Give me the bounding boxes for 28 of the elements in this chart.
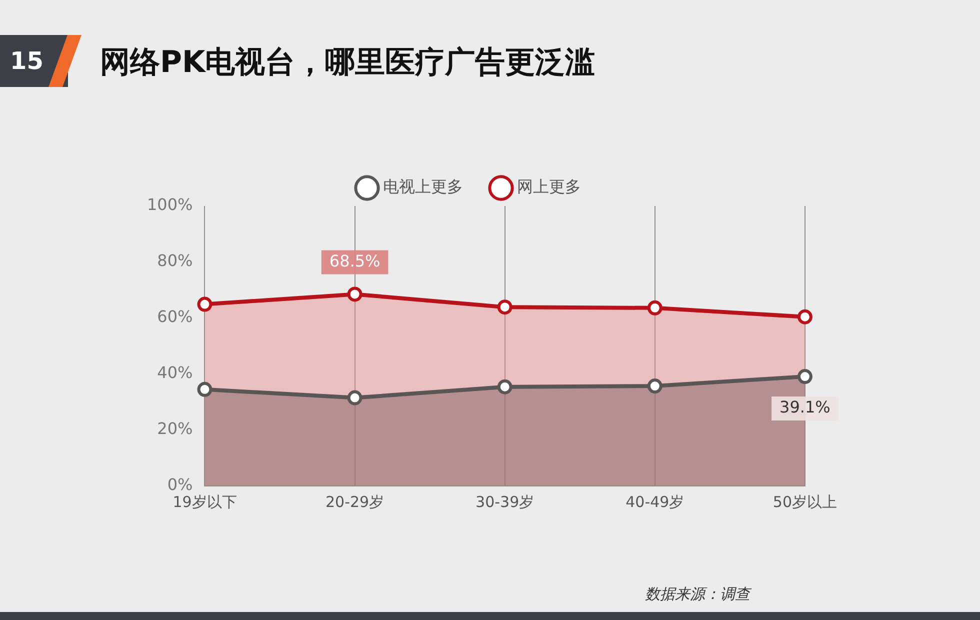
x-tick-label: 20-29岁 (326, 492, 384, 511)
point (797, 309, 812, 324)
point (797, 369, 812, 384)
data-label: 39.1% (780, 398, 830, 417)
y-tick-label: 20% (157, 419, 193, 438)
x-tick-label: 40-49岁 (626, 492, 684, 511)
x-tick-label: 19岁以下 (172, 492, 237, 511)
legend-label: 电视上更多 (383, 177, 463, 196)
x-tick-label: 30-39岁 (476, 492, 534, 511)
y-tick-label: 80% (157, 251, 193, 270)
point (647, 300, 662, 316)
point (197, 382, 212, 397)
text: 15 (0, 35, 68, 87)
source-note: 数据来源：调查 (645, 585, 750, 604)
x-tick-label: 50岁以上 (772, 492, 838, 511)
data-label: 68.5% (329, 251, 380, 270)
point (497, 300, 512, 315)
point (347, 286, 362, 302)
point (497, 379, 512, 394)
y-tick-label: 60% (157, 307, 193, 326)
point (347, 390, 362, 406)
y-tick-label: 40% (157, 363, 193, 382)
point (197, 296, 212, 312)
point (647, 378, 662, 394)
y-tick-label: 0% (167, 475, 193, 494)
y-tick-label: 100% (146, 195, 193, 214)
legend-label: 网上更多 (517, 177, 581, 196)
chart-title: 网络PK电视台，哪里医疗广告更泛滥 (100, 44, 596, 82)
